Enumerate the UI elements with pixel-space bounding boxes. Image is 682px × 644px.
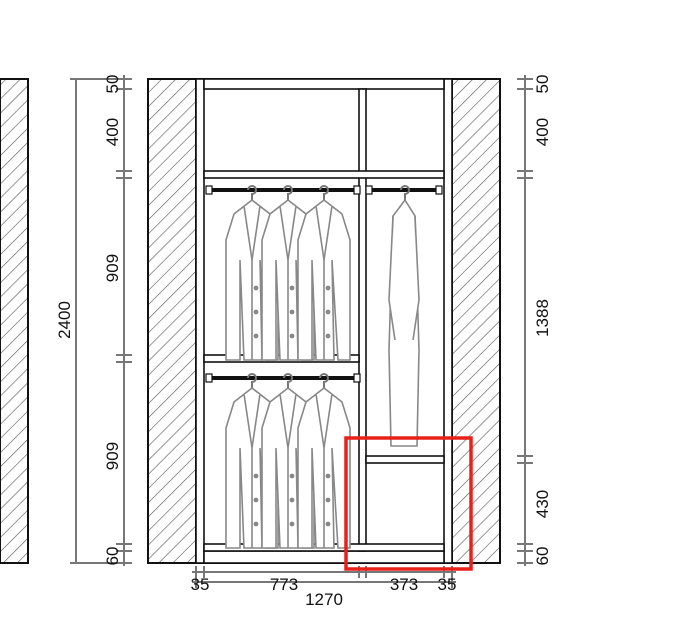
highlight-box (344, 436, 473, 571)
dim-left-total: 2400 (55, 301, 74, 339)
dim-bottom-2: 773 (270, 575, 298, 594)
dim-right-3: 1388 (533, 299, 552, 337)
lower-shelf-right (365, 455, 445, 464)
wall-left-outer (0, 78, 29, 564)
dim-bottom-1: 35 (191, 575, 210, 594)
dim-right-1: 50 (533, 75, 552, 94)
dim-bottom-4: 35 (438, 575, 457, 594)
left-dimension-chain (70, 75, 132, 566)
dim-right-4: 430 (533, 490, 552, 518)
coat-icon (388, 185, 420, 447)
vertical-divider (358, 88, 367, 552)
wall-left (147, 78, 197, 564)
dim-right-5: 60 (533, 547, 552, 566)
dim-left-2: 400 (103, 118, 122, 146)
dim-left-4: 909 (103, 442, 122, 470)
top-shelf (203, 170, 445, 179)
dim-left-5: 60 (103, 547, 122, 566)
jacket-icon (297, 373, 351, 549)
right-dimension-chain (517, 75, 533, 566)
dim-bottom-3: 373 (390, 575, 418, 594)
dim-right-2: 400 (533, 118, 552, 146)
wall-right (451, 78, 501, 564)
dim-left-1: 50 (103, 75, 122, 94)
dim-left-3: 909 (103, 254, 122, 282)
dim-bottom-total: 1270 (305, 590, 343, 609)
jacket-icon (297, 185, 351, 361)
